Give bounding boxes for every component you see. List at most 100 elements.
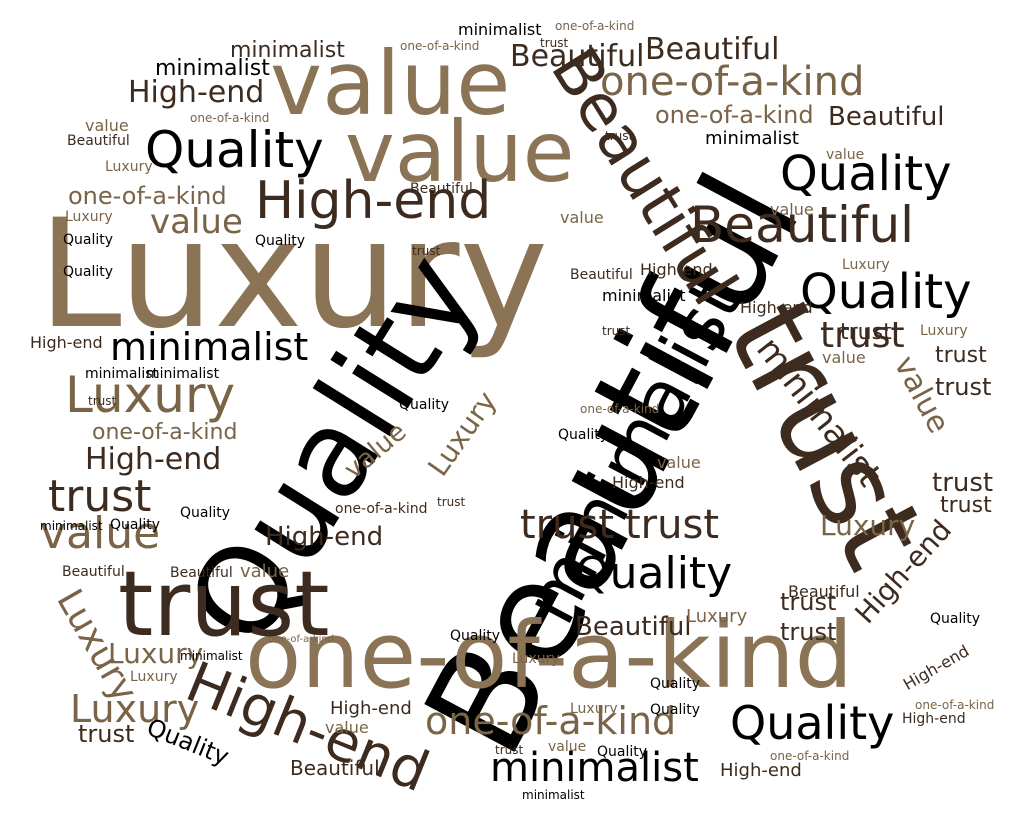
word-quality: Quality — [180, 505, 231, 521]
word-one-of-a-kind: one-of-a-kind — [92, 420, 238, 445]
word-value: value — [40, 508, 161, 559]
word-beautiful: Beautiful — [62, 564, 125, 580]
word-beautiful: Beautiful — [570, 267, 633, 283]
word-beautiful: Beautiful — [290, 756, 380, 780]
word-trust: trust — [78, 720, 135, 748]
word-one-of-a-kind: one-of-a-kind — [335, 501, 428, 517]
word-quality: Quality — [558, 427, 609, 443]
word-trust: trust — [412, 244, 441, 258]
word-luxury: Luxury — [842, 257, 890, 273]
word-minimalist: minimalist — [490, 745, 699, 791]
word-minimalist: minimalist — [705, 128, 799, 149]
word-high-end: High-end — [899, 641, 973, 694]
word-minimalist: minimalist — [230, 38, 345, 63]
word-high-end: High-end — [640, 260, 713, 279]
word-trust: trust — [602, 324, 631, 338]
word-minimalist: minimalist — [110, 325, 309, 369]
word-luxury: Luxury — [512, 651, 560, 667]
word-quality: Quality — [800, 264, 972, 320]
word-beautiful: Beautiful — [67, 133, 130, 149]
word-value: value — [822, 348, 866, 367]
word-high-end: High-end — [612, 473, 685, 492]
word-beautiful: Beautiful — [510, 39, 645, 74]
word-minimalist: minimalist — [602, 286, 686, 305]
word-high-end: High-end — [330, 698, 412, 719]
word-one-of-a-kind: one-of-a-kind — [400, 39, 480, 53]
word-quality: Quality — [780, 146, 952, 202]
word-trust: trust — [520, 502, 615, 548]
word-high-end: High-end — [30, 333, 103, 352]
word-quality: Quality — [110, 517, 161, 533]
word-high-end: High-end — [902, 711, 966, 727]
word-high-end: High-end — [740, 298, 813, 317]
word-value: value — [270, 32, 511, 135]
word-value: value — [150, 202, 243, 242]
word-value: value — [560, 208, 604, 227]
word-trust: trust — [118, 552, 330, 657]
word-beautiful: Beautiful — [575, 612, 692, 642]
word-quality: Quality — [650, 676, 701, 692]
word-trust: trust — [935, 373, 992, 401]
word-value: value — [657, 453, 701, 472]
word-trust: trust — [780, 618, 837, 646]
word-minimalist: minimalist — [458, 20, 542, 39]
word-luxury: Luxury — [70, 687, 200, 731]
word-trust: trust — [935, 343, 987, 368]
word-high-end: High-end — [255, 171, 492, 231]
word-trust: trust — [540, 36, 569, 50]
word-beautiful: Beautiful — [788, 582, 860, 601]
word-luxury: Luxury — [38, 188, 549, 362]
word-quality: Quality — [930, 611, 981, 627]
word-luxury: Luxury — [686, 606, 748, 627]
word-minimalist: minimalist — [180, 649, 243, 663]
word-quality: Quality — [63, 232, 114, 248]
word-value: value — [325, 718, 369, 737]
word-one-of-a-kind: one-of-a-kind — [268, 634, 335, 645]
word-value: value — [770, 200, 814, 219]
word-quality: Quality — [597, 744, 648, 760]
word-one-of-a-kind: one-of-a-kind — [915, 698, 995, 712]
word-luxury: Luxury — [820, 509, 916, 542]
word-beautiful: Beautiful — [170, 565, 233, 581]
word-one-of-a-kind: one-of-a-kind — [655, 101, 814, 129]
word-quality: Quality — [575, 548, 733, 599]
word-high-end: High-end — [85, 442, 222, 477]
word-value: value — [548, 739, 587, 755]
word-high-end: High-end — [128, 75, 265, 110]
word-luxury: Luxury — [130, 669, 178, 685]
word-high-end: High-end — [720, 760, 802, 781]
word-luxury: Luxury — [108, 637, 204, 670]
word-value: value — [826, 147, 865, 163]
word-trust: trust — [48, 471, 152, 522]
word-beautiful: Beautiful — [690, 196, 915, 254]
word-minimalist: minimalist — [40, 519, 103, 533]
word-quality: Quality — [650, 702, 701, 718]
word-minimalist: minimalist — [146, 366, 220, 382]
word-high-end: High-end — [265, 522, 384, 552]
word-one-of-a-kind: one-of-a-kind — [770, 749, 850, 763]
word-beautiful: Beautiful — [410, 181, 473, 197]
word-trust: trust — [88, 394, 117, 408]
word-luxury: Luxury — [570, 701, 618, 717]
word-trust: trust — [780, 588, 837, 616]
word-value: value — [85, 116, 129, 135]
word-minimalist: minimalist — [522, 788, 585, 802]
word-beautiful: Beautiful — [645, 32, 780, 67]
word-trust: trust — [932, 468, 994, 498]
word-trust: trust — [840, 320, 892, 345]
word-quality: Quality — [730, 696, 895, 750]
word-quality: Quality — [255, 233, 306, 249]
word-one-of-a-kind: one-of-a-kind — [580, 402, 660, 416]
word-one-of-a-kind: one-of-a-kind — [600, 59, 865, 105]
word-beautiful: Beautiful — [828, 102, 945, 132]
word-luxury: Luxury — [920, 323, 968, 339]
word-one-of-a-kind: one-of-a-kind — [555, 19, 635, 33]
word-quality: Quality — [63, 264, 114, 280]
word-quality: Quality — [145, 121, 324, 179]
word-trust: trust — [495, 743, 524, 757]
word-luxury: Luxury — [105, 159, 153, 175]
word-one-of-a-kind: one-of-a-kind — [245, 602, 854, 709]
word-luxury: Luxury — [65, 366, 236, 424]
word-one-of-a-kind: one-of-a-kind — [68, 182, 227, 210]
